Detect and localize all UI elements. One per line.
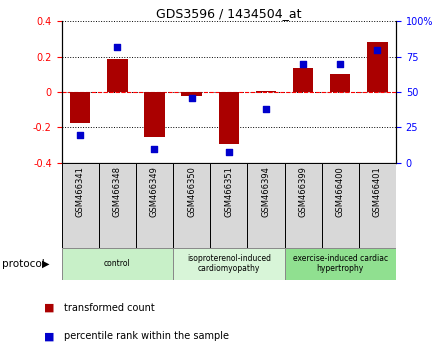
Bar bbox=[144, 92, 165, 137]
Text: GSM466341: GSM466341 bbox=[76, 166, 84, 217]
Point bbox=[337, 61, 344, 67]
Bar bbox=[173, 163, 210, 248]
Point bbox=[300, 61, 307, 67]
Bar bbox=[181, 92, 202, 96]
Text: percentile rank within the sample: percentile rank within the sample bbox=[64, 331, 229, 341]
Bar bbox=[247, 163, 285, 248]
Bar bbox=[330, 74, 351, 92]
Text: GSM466348: GSM466348 bbox=[113, 166, 122, 217]
Point bbox=[77, 132, 84, 137]
Text: GSM466399: GSM466399 bbox=[299, 166, 308, 217]
Bar bbox=[210, 163, 247, 248]
Text: ■: ■ bbox=[44, 303, 55, 313]
Text: GSM466349: GSM466349 bbox=[150, 166, 159, 217]
Text: transformed count: transformed count bbox=[64, 303, 154, 313]
Point bbox=[114, 44, 121, 50]
Bar bbox=[367, 41, 388, 92]
Text: GSM466350: GSM466350 bbox=[187, 166, 196, 217]
Bar bbox=[359, 163, 396, 248]
Text: ■: ■ bbox=[44, 331, 55, 341]
Bar bbox=[62, 163, 99, 248]
Bar bbox=[70, 92, 90, 123]
Text: control: control bbox=[104, 259, 131, 268]
Bar bbox=[285, 248, 396, 280]
Bar bbox=[62, 248, 173, 280]
Bar bbox=[136, 163, 173, 248]
Text: GSM466394: GSM466394 bbox=[261, 166, 271, 217]
Text: GSM466351: GSM466351 bbox=[224, 166, 233, 217]
Text: isoproterenol-induced
cardiomyopathy: isoproterenol-induced cardiomyopathy bbox=[187, 254, 271, 273]
Text: GSM466400: GSM466400 bbox=[336, 166, 345, 217]
Text: exercise-induced cardiac
hypertrophy: exercise-induced cardiac hypertrophy bbox=[293, 254, 388, 273]
Point bbox=[151, 146, 158, 152]
Bar bbox=[285, 163, 322, 248]
Point bbox=[262, 106, 269, 112]
Bar bbox=[107, 59, 128, 92]
Point bbox=[374, 47, 381, 52]
Bar bbox=[219, 92, 239, 144]
Text: GSM466401: GSM466401 bbox=[373, 166, 382, 217]
Bar bbox=[322, 163, 359, 248]
Text: ▶: ▶ bbox=[42, 259, 49, 269]
Bar bbox=[256, 91, 276, 92]
Title: GDS3596 / 1434504_at: GDS3596 / 1434504_at bbox=[156, 7, 301, 20]
Bar bbox=[293, 68, 313, 92]
Text: protocol: protocol bbox=[2, 259, 45, 269]
Point bbox=[188, 95, 195, 101]
Bar bbox=[173, 248, 285, 280]
Point bbox=[225, 149, 232, 154]
Bar bbox=[99, 163, 136, 248]
